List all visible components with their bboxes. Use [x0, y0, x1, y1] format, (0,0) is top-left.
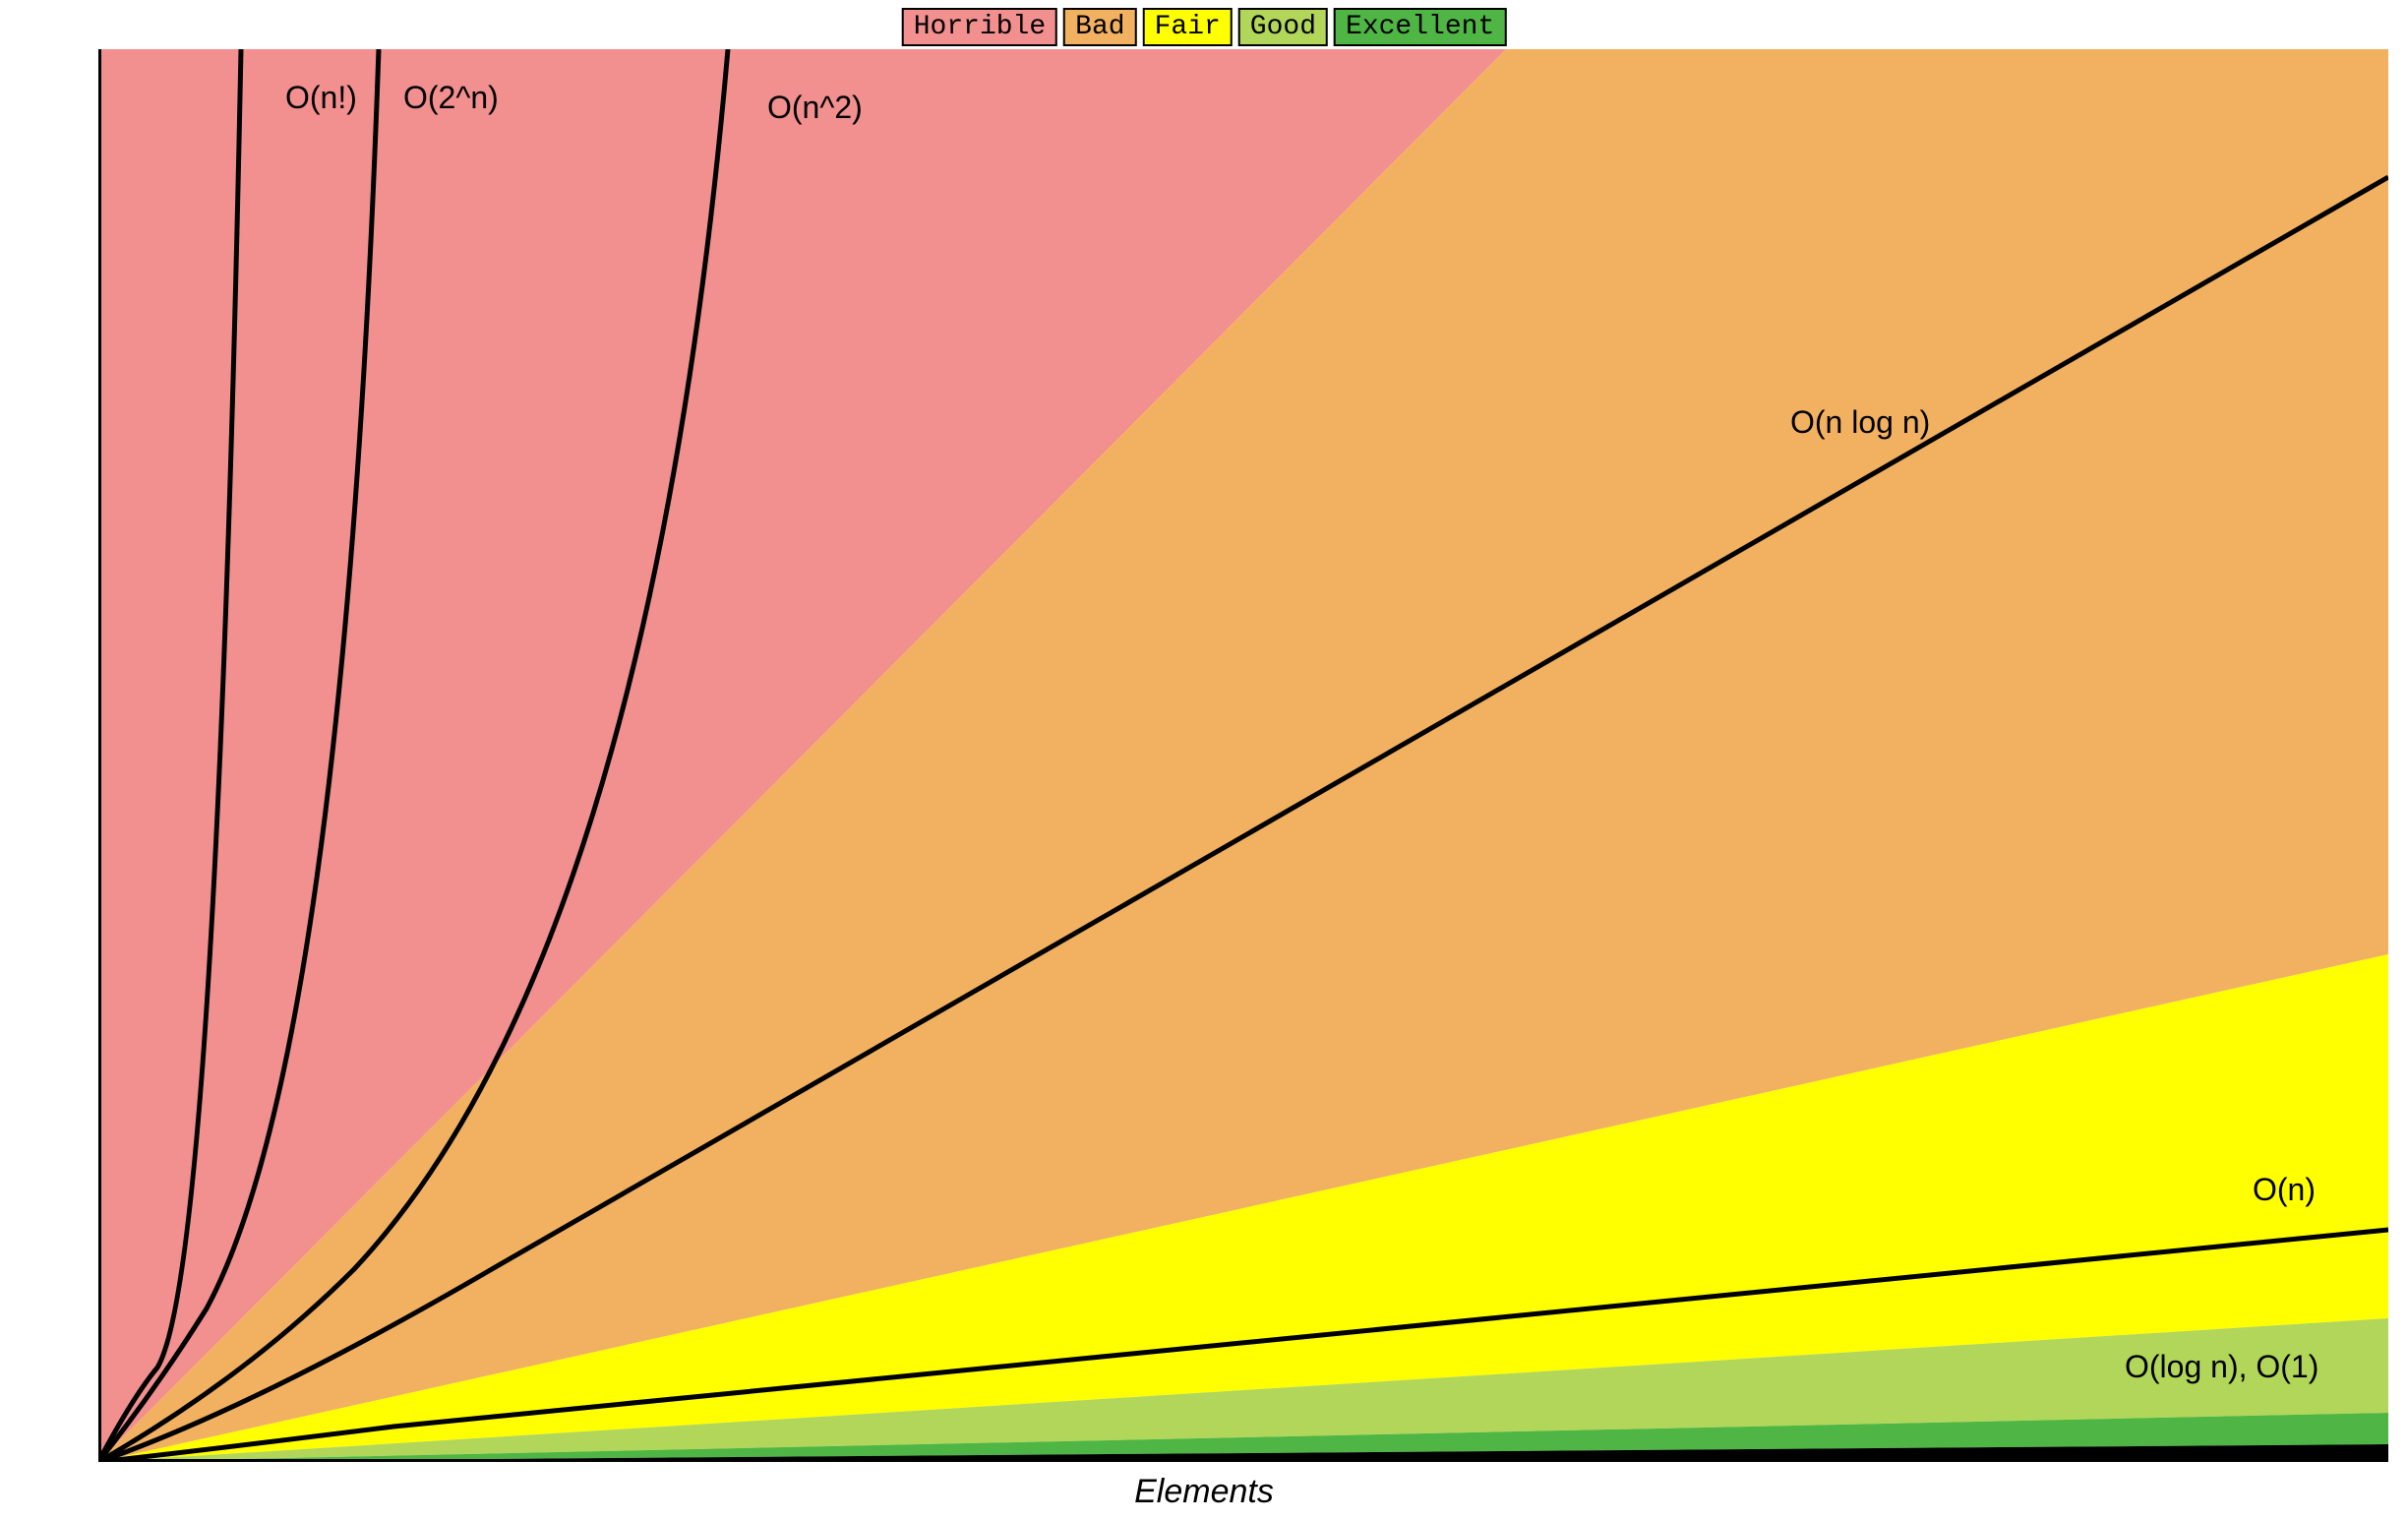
legend-item-bad: Bad — [1063, 8, 1136, 46]
curve-label-o-factorial: O(n!) — [285, 80, 357, 115]
legend: HorribleBadFairGoodExcellent — [902, 8, 1507, 46]
complexity-chart: O(n!) O(2^n) O(n^2) O(n log n) O(n) O(log n),… — [98, 49, 2388, 1462]
x-axis-label: Elements — [1134, 1473, 1274, 1511]
curve-label-o-log-constant: O(log n), O(1) — [2125, 1349, 2318, 1384]
curve-label-o-quadratic: O(n^2) — [767, 90, 863, 125]
curve-label-o-linear: O(n) — [2253, 1172, 2316, 1207]
curve-label-o-exponential: O(2^n) — [403, 80, 499, 115]
curve-label-o-nlogn: O(n log n) — [1790, 404, 1930, 440]
legend-item-horrible: Horrible — [902, 8, 1057, 46]
legend-item-excellent: Excellent — [1334, 8, 1506, 46]
legend-item-good: Good — [1238, 8, 1328, 46]
legend-item-fair: Fair — [1143, 8, 1233, 46]
chart-area: O(n!) O(2^n) O(n^2) O(n log n) O(n) O(log n),… — [98, 49, 2388, 1462]
